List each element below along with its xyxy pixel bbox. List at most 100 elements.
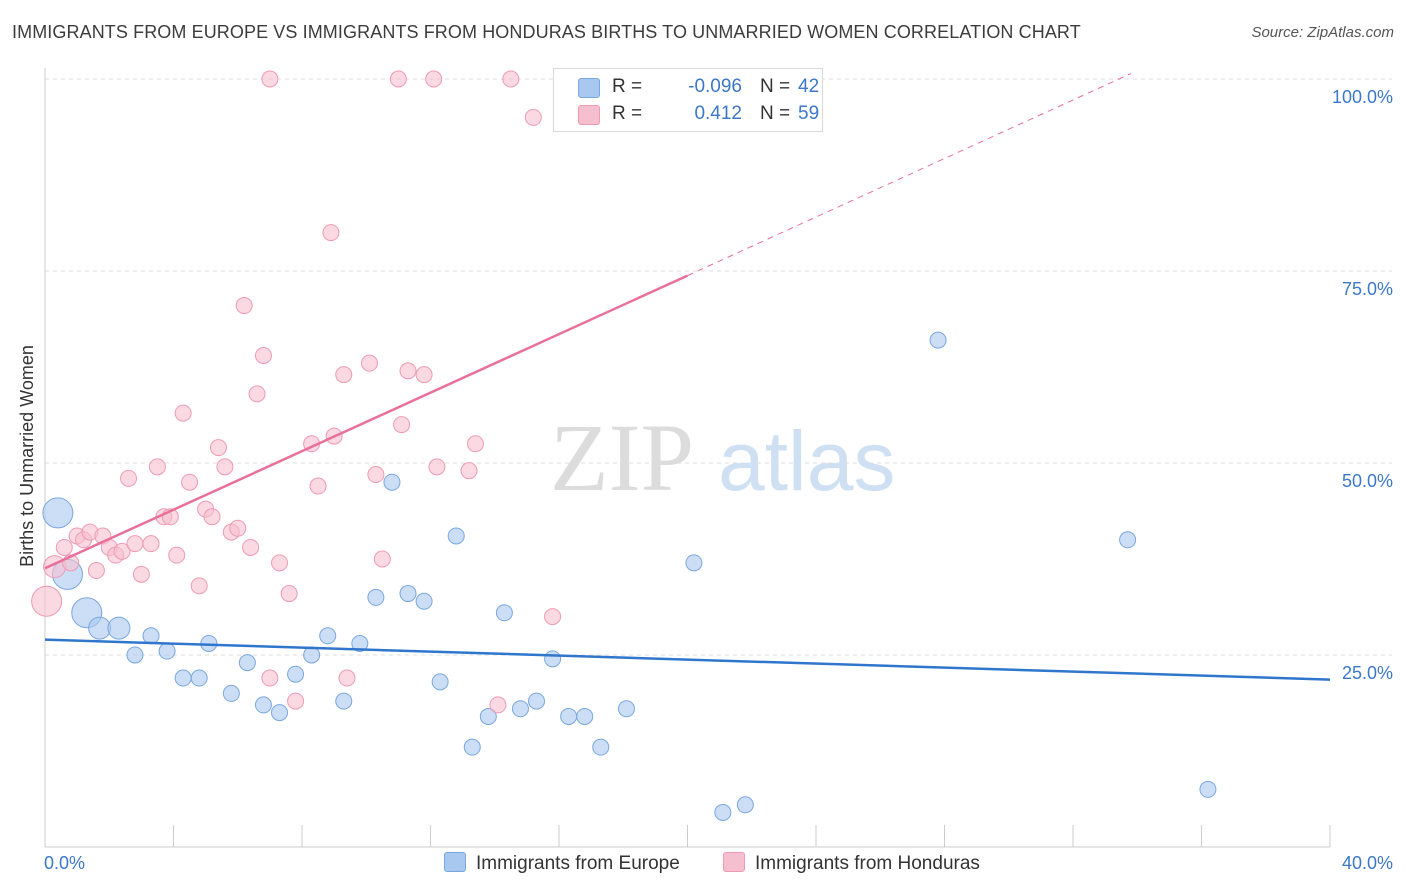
europe-point (617, 700, 635, 718)
honduras-point (524, 108, 542, 126)
y-tick-label: 50.0% (1342, 471, 1393, 491)
tick-labels: 25.0% 50.0% 75.0% 100.0% 0.0% 40.0% (44, 87, 1393, 873)
honduras-point (126, 535, 144, 553)
europe-point (415, 592, 433, 610)
honduras-point (280, 585, 298, 603)
honduras-point (389, 70, 407, 88)
honduras-point (393, 416, 411, 434)
europe-point (1119, 531, 1137, 549)
y-tick-label: 100.0% (1332, 87, 1393, 107)
honduras-point (87, 562, 105, 580)
honduras-point (209, 439, 227, 457)
honduras-point (460, 462, 478, 480)
europe-point (287, 665, 305, 683)
europe-point (736, 796, 754, 814)
europe-point (511, 700, 529, 718)
honduras-point (132, 565, 150, 583)
europe-point (107, 616, 131, 640)
europe-point (528, 692, 546, 710)
honduras-point (502, 70, 520, 88)
y-tick-label: 25.0% (1342, 663, 1393, 683)
honduras-point (287, 692, 305, 710)
europe-point (222, 684, 240, 702)
honduras-point (55, 538, 73, 556)
europe-point (560, 707, 578, 725)
europe-point (158, 642, 176, 660)
europe-point (42, 497, 74, 529)
legend-r-value-europe: -0.096 (688, 76, 742, 97)
honduras-point (120, 469, 138, 487)
europe-trend-line (44, 638, 1331, 681)
x-tick-label: 40.0% (1342, 853, 1393, 873)
europe-point (431, 673, 449, 691)
series-swatch-europe (444, 852, 466, 872)
europe-point (399, 585, 417, 603)
honduras-point (338, 669, 356, 687)
honduras-point (235, 297, 253, 315)
series-swatch-honduras (723, 852, 745, 872)
honduras-point (425, 70, 443, 88)
legend-r-label: R = (612, 76, 643, 97)
honduras-point (229, 519, 247, 537)
series-label-honduras: Immigrants from Honduras (755, 853, 980, 874)
honduras-point (181, 473, 199, 491)
series-label-europe: Immigrants from Europe (476, 853, 680, 874)
honduras-point (174, 404, 192, 422)
europe-point (479, 707, 497, 725)
y-axis-label: Births to Unmarried Women (17, 345, 37, 567)
data-points (31, 70, 1217, 821)
watermark-zip: ZIP (550, 404, 694, 511)
europe-point (319, 627, 337, 645)
y-tick-label: 75.0% (1342, 279, 1393, 299)
europe-point (929, 331, 947, 349)
legend-swatch-europe (578, 78, 600, 98)
grid-lines (45, 78, 1392, 656)
honduras-point (322, 224, 340, 242)
europe-point (303, 646, 321, 664)
legend-n-value-europe: 42 (798, 76, 820, 97)
honduras-point (489, 696, 507, 714)
trend-lines (44, 73, 1331, 681)
axes (44, 68, 1331, 848)
honduras-point (367, 466, 385, 484)
europe-point (190, 669, 208, 687)
honduras-point (142, 535, 160, 553)
europe-point (576, 707, 594, 725)
europe-point (142, 627, 160, 645)
europe-point (592, 738, 610, 756)
honduras-point (335, 366, 353, 384)
honduras-point (242, 538, 260, 556)
legend-n-label: N = (760, 76, 791, 97)
honduras-point (203, 508, 221, 526)
legend-n-value-honduras: 59 (798, 103, 820, 124)
series-legend-honduras: Immigrants from Honduras (723, 852, 980, 876)
honduras-point (399, 362, 417, 380)
honduras-point (261, 669, 279, 687)
x-tick-label: 0.0% (44, 853, 85, 873)
europe-point (367, 588, 385, 606)
honduras-trend-extension (687, 73, 1132, 277)
honduras-point (216, 458, 234, 476)
europe-point (238, 654, 256, 672)
honduras-point (113, 542, 131, 560)
honduras-point (428, 458, 446, 476)
europe-point (495, 604, 513, 622)
europe-point (254, 696, 272, 714)
honduras-point (190, 577, 208, 595)
series-legend-europe: Immigrants from Europe (444, 852, 680, 876)
watermark: ZIP atlas (550, 404, 895, 511)
honduras-point (31, 585, 63, 617)
legend-r-label: R = (612, 103, 643, 124)
honduras-point (466, 435, 484, 453)
europe-point (1199, 780, 1217, 798)
honduras-point (248, 385, 266, 403)
honduras-point (360, 354, 378, 372)
legend-n-label: N = (760, 103, 791, 124)
europe-point (351, 634, 369, 652)
europe-point (544, 650, 562, 668)
chart-source: Source: ZipAtlas.com (1251, 24, 1394, 41)
honduras-point (148, 458, 166, 476)
honduras-point (271, 554, 289, 572)
honduras-point (309, 477, 327, 495)
